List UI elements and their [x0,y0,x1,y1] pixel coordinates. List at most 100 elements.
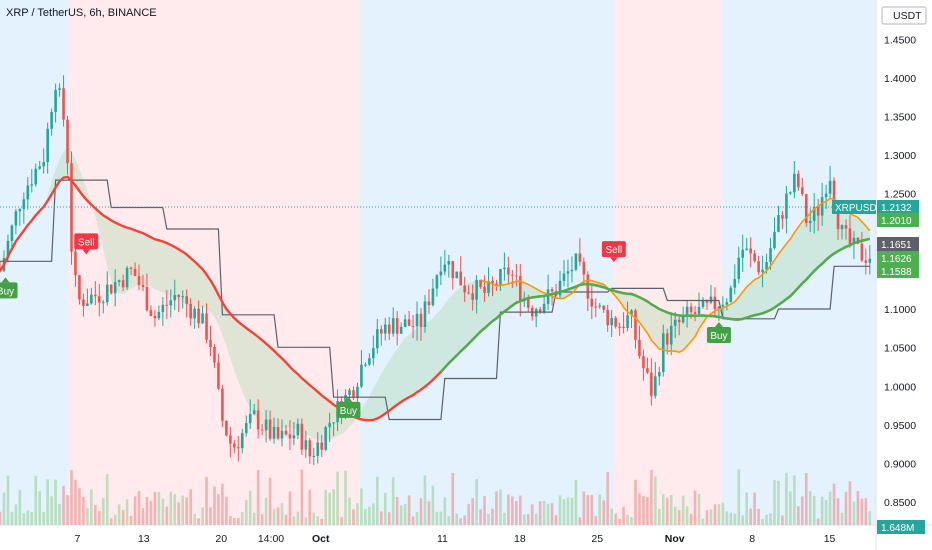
candle-body [709,296,713,303]
candlesticks[interactable] [0,75,872,466]
volume-bar [844,491,848,525]
candle-body [650,372,653,396]
volume-bar [233,518,236,525]
candle-body [800,187,804,195]
volume-bar [499,489,502,525]
volume-bar [503,512,506,525]
candle-body [681,314,685,323]
time-axis[interactable]: 7 13 20 14:00 Oct 11 18 25 Nov 8 15 [75,533,836,545]
volume-bar [169,491,173,525]
signal-box [0,282,18,299]
candle-body [181,296,185,298]
candle-body [582,261,586,275]
signal-buy: Buy [706,322,731,344]
candle-body [479,279,482,287]
volume-bar [308,489,312,525]
volume-bar [304,517,308,525]
volume-bar [614,513,617,525]
volume-bar [141,508,145,525]
volume-bar [97,511,101,525]
candle-body [205,313,208,340]
candle-body [781,215,784,219]
volume-bar [336,471,339,525]
candle-body [58,88,61,90]
candle-body [213,346,216,363]
candle-body [741,249,745,258]
volume-bar [578,517,582,525]
volume-bar [383,493,387,525]
candle-body [435,275,439,289]
volume-bar [42,511,45,525]
volume-bar [368,506,371,525]
candle-body [217,362,220,389]
candle-body [280,430,284,439]
volume-bar [566,497,570,525]
volume-bar [848,481,852,525]
candle-body [169,300,173,306]
volume-bar [685,506,689,525]
time-tick-label: 25 [591,533,603,545]
candle-body [185,296,188,304]
volume-bar [129,515,133,525]
volume-bar [800,496,804,525]
trend-fill-areas [0,147,870,442]
candle-body [495,283,498,287]
time-tick-label: Oct [312,533,330,545]
candle-body [379,329,383,334]
time-tick-label: 7 [75,533,81,545]
volume-bar [816,518,820,525]
candle-body [824,193,828,198]
volume-bar [260,514,264,525]
candle-body [137,275,141,285]
volume-bar [399,505,403,525]
volume-bar [137,491,141,525]
volume-bar [78,488,81,525]
candle-body [248,413,252,424]
volume-bar [697,494,701,525]
price-tag-value: 1.2010 [881,216,912,227]
volume-bar [221,483,224,525]
candle-body [101,302,105,304]
trend-zone-down [613,0,723,525]
candle-body [542,303,546,313]
candle-body [225,420,228,436]
candle-body [411,325,415,327]
volume-bar [328,492,331,525]
currency-badge[interactable]: USDT [881,6,927,25]
volume-bar [677,510,681,525]
volume-bar [713,504,717,525]
volume-bar [344,470,347,525]
candle-body [451,261,455,279]
price-tick-label: 0.8500 [884,497,916,509]
candle-body [507,267,510,275]
volume-bar [272,508,276,525]
candle-body [447,261,451,265]
volume-bar [229,515,232,525]
candle-body [356,386,359,399]
volume-bar [665,497,669,525]
candle-body [812,206,816,221]
volume-bar [165,506,169,525]
volume-bar [50,496,53,525]
candle-body [403,319,407,327]
candle-body [360,364,363,387]
candle-body [209,339,212,347]
volume-bar [153,491,157,525]
candle-body [348,390,351,395]
volume-bar [133,496,137,525]
volume-bar [101,498,105,525]
volume-bar [757,509,760,525]
volume-bar [332,489,335,525]
price-tag-name: XRPUSDT [835,203,883,214]
volume-bar [721,502,725,525]
candle-body [94,294,97,297]
volume-bar [554,515,558,525]
price-tag-value: 1.1651 [881,240,912,251]
volume-bar [459,518,463,525]
signal-sell: Sell [601,241,626,263]
candle-body [383,324,387,334]
price-axis[interactable]: 1.4500 1.4000 1.3500 1.3000 1.2500 1.1000 1.05… [884,34,916,508]
candle-body [352,390,355,399]
time-tick-label: 18 [514,533,526,545]
